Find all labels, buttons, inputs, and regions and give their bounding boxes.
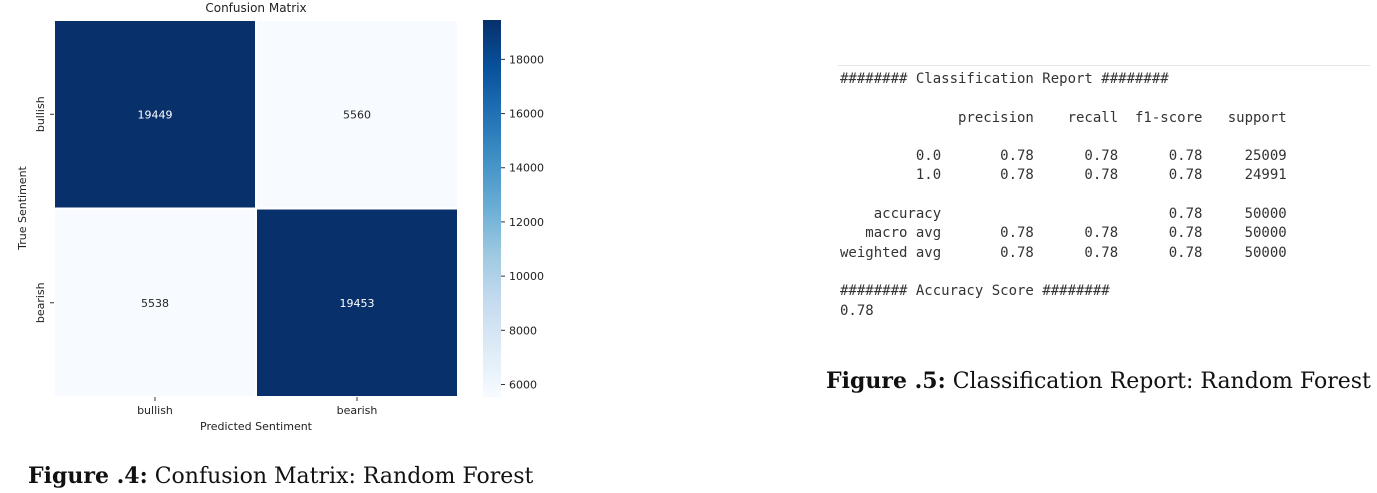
report-line: ######## Accuracy Score ########	[840, 283, 1110, 300]
report-line: 1.0 0.78 0.78 0.78 24991	[840, 167, 1287, 184]
report-divider	[838, 65, 1370, 66]
caption-label: Figure .4:	[28, 463, 148, 489]
report-line: ######## Classification Report ########	[840, 71, 1169, 87]
y-axis-ticks: bullish bearish	[34, 96, 54, 323]
caption-text: Classification Report: Random Forest	[952, 369, 1371, 394]
confusion-matrix-figure: Confusion Matrix 19449 5560 5538 19453 bull…	[0, 0, 640, 493]
confusion-matrix-caption: Figure .4: Confusion Matrix: Random Fore…	[28, 463, 533, 489]
caption-text: Confusion Matrix: Random Forest	[154, 464, 534, 489]
colorbar-ticks: 6000 8000 10000 12000 14000 16000 18000	[501, 53, 544, 391]
cell-value-label: 5560	[343, 108, 371, 121]
report-line	[840, 263, 1287, 282]
caption-label: Figure .5:	[826, 368, 946, 394]
y-tick-label: bullish	[34, 96, 47, 132]
x-tick-label: bearish	[337, 404, 378, 417]
colorbar-tick-label: 12000	[509, 216, 544, 229]
y-axis-label: True Sentiment	[16, 165, 29, 250]
colorbar-tick-label: 16000	[509, 108, 544, 121]
classification-report: ######## Classification Report ######## …	[840, 70, 1287, 321]
colorbar-tick-label: 10000	[509, 270, 544, 283]
colorbar-tick-label: 18000	[509, 53, 544, 66]
report-line: 0.78	[840, 302, 874, 319]
heatmap-cell	[255, 19, 459, 210]
colorbar-tick-label: 8000	[509, 324, 537, 337]
heatmap-cell	[53, 207, 257, 398]
colorbar	[483, 20, 501, 397]
cell-value-label: 19453	[340, 297, 375, 310]
report-line	[840, 186, 1287, 205]
heatmap-cell	[53, 19, 257, 210]
chart-title: Confusion Matrix	[205, 1, 306, 15]
colorbar-tick-label: 14000	[509, 162, 544, 175]
cell-value-label: 19449	[138, 108, 173, 121]
report-line: accuracy 0.78 50000	[840, 206, 1287, 223]
x-tick-label: bullish	[137, 404, 173, 417]
x-axis-ticks: bullish bearish	[137, 397, 377, 417]
classification-report-caption: Figure .5: Classification Report: Random…	[826, 366, 1371, 397]
heatmap-cells: 19449 5560 5538 19453	[53, 19, 459, 398]
confusion-matrix-chart: Confusion Matrix 19449 5560 5538 19453 bull…	[16, 1, 544, 433]
cell-value-label: 5538	[141, 297, 169, 310]
report-line	[840, 128, 1287, 147]
report-line: macro avg 0.78 0.78 0.78 50000	[840, 225, 1287, 242]
report-line: 0.0 0.78 0.78 0.78 25009	[840, 148, 1287, 165]
y-tick-label: bearish	[34, 282, 47, 323]
report-line: precision recall f1-score support	[840, 109, 1287, 126]
heatmap-cell	[255, 207, 459, 398]
report-line: weighted avg 0.78 0.78 0.78 50000	[840, 244, 1287, 261]
x-axis-label: Predicted Sentiment	[200, 420, 313, 433]
report-line	[840, 89, 1287, 108]
colorbar-tick-label: 6000	[509, 378, 537, 391]
